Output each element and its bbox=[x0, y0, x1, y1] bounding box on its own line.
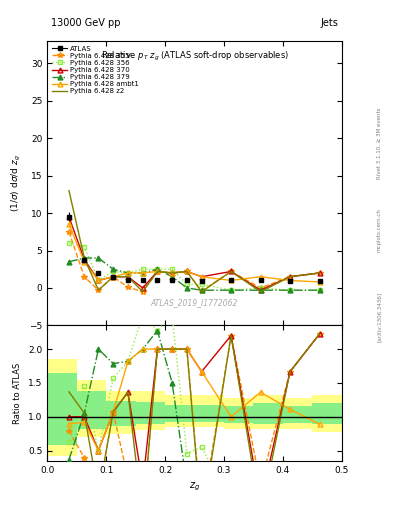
Text: ATLAS_2019_I1772062: ATLAS_2019_I1772062 bbox=[151, 298, 238, 307]
Y-axis label: Ratio to ATLAS: Ratio to ATLAS bbox=[13, 362, 22, 424]
Text: mcplots.cern.ch: mcplots.cern.ch bbox=[377, 208, 382, 252]
Text: 13000 GeV pp: 13000 GeV pp bbox=[51, 18, 121, 28]
Y-axis label: $(1/\sigma)$ d$\sigma$/d $z_g$: $(1/\sigma)$ d$\sigma$/d $z_g$ bbox=[10, 154, 24, 212]
Text: Relative $p_T$ $z_g$ (ATLAS soft-drop observables): Relative $p_T$ $z_g$ (ATLAS soft-drop ob… bbox=[101, 50, 288, 62]
Legend: ATLAS, Pythia 6.428 355, Pythia 6.428 356, Pythia 6.428 370, Pythia 6.428 379, P: ATLAS, Pythia 6.428 355, Pythia 6.428 35… bbox=[49, 43, 142, 97]
Text: Jets: Jets bbox=[320, 18, 338, 28]
Text: [arXiv:1306.3436]: [arXiv:1306.3436] bbox=[377, 292, 382, 343]
X-axis label: $z_g$: $z_g$ bbox=[189, 480, 200, 493]
Text: Rivet 3.1.10, ≥ 3M events: Rivet 3.1.10, ≥ 3M events bbox=[377, 108, 382, 179]
